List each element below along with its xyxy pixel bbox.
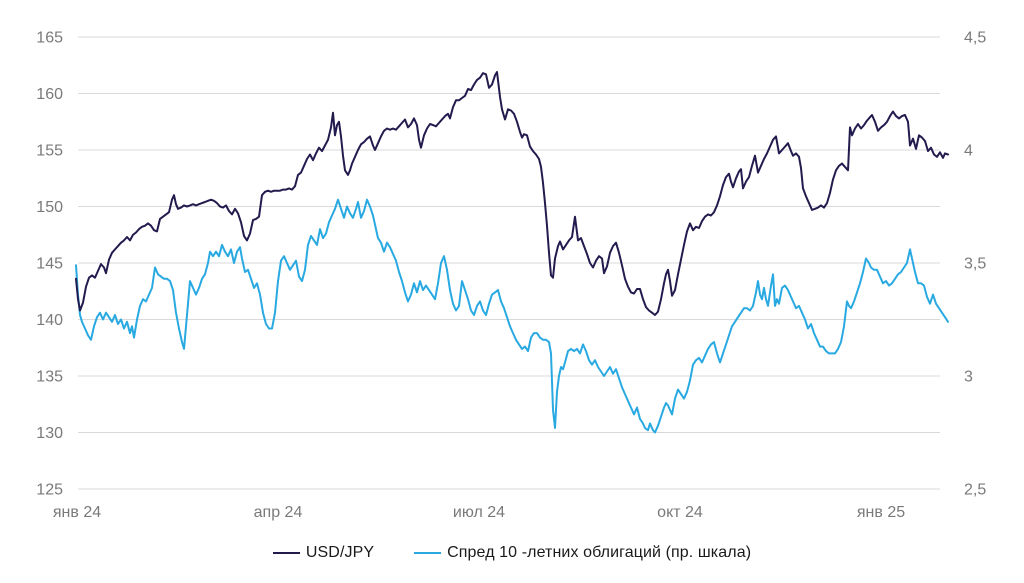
spread-line <box>75 198 949 434</box>
chart-legend: USD/JPY Спред 10 -летних облигаций (пр. … <box>0 544 1024 562</box>
x-axis-label: апр 24 <box>254 504 303 521</box>
y-axis-label-right: 4 <box>964 143 973 160</box>
legend-label-usdjpy: USD/JPY <box>305 544 375 561</box>
y-axis-label-left: 135 <box>36 369 63 386</box>
legend-item-usdjpy: USD/JPY <box>272 544 375 562</box>
y-axis-label-right: 3 <box>964 369 973 386</box>
y-axis-label-right: 2,5 <box>964 482 986 499</box>
y-axis-label-left: 140 <box>36 312 63 329</box>
x-axis-label: июл 24 <box>453 504 505 521</box>
x-axis-label: окт 24 <box>657 504 703 521</box>
usdjpy-line <box>75 71 949 316</box>
y-axis-label-left: 145 <box>36 256 63 273</box>
usdjpy-line-swatch <box>272 552 300 554</box>
y-axis-label-right: 3,5 <box>964 256 986 273</box>
legend-item-spread: Спред 10 -летних облигаций (пр. шкала) <box>414 544 751 562</box>
y-axis-label-left: 165 <box>36 30 63 47</box>
y-axis-label-left: 155 <box>36 143 63 160</box>
y-axis-label-right: 4,5 <box>964 30 986 47</box>
x-axis-label: янв 25 <box>857 504 905 521</box>
x-axis-label: янв 24 <box>53 504 101 521</box>
y-axis-label-left: 150 <box>36 199 63 216</box>
y-axis-label-left: 125 <box>36 482 63 499</box>
y-axis-label-left: 130 <box>36 425 63 442</box>
spread-line-swatch <box>414 552 442 554</box>
y-axis-label-left: 160 <box>36 86 63 103</box>
legend-label-spread: Спред 10 -летних облигаций (пр. шкала) <box>447 544 752 561</box>
